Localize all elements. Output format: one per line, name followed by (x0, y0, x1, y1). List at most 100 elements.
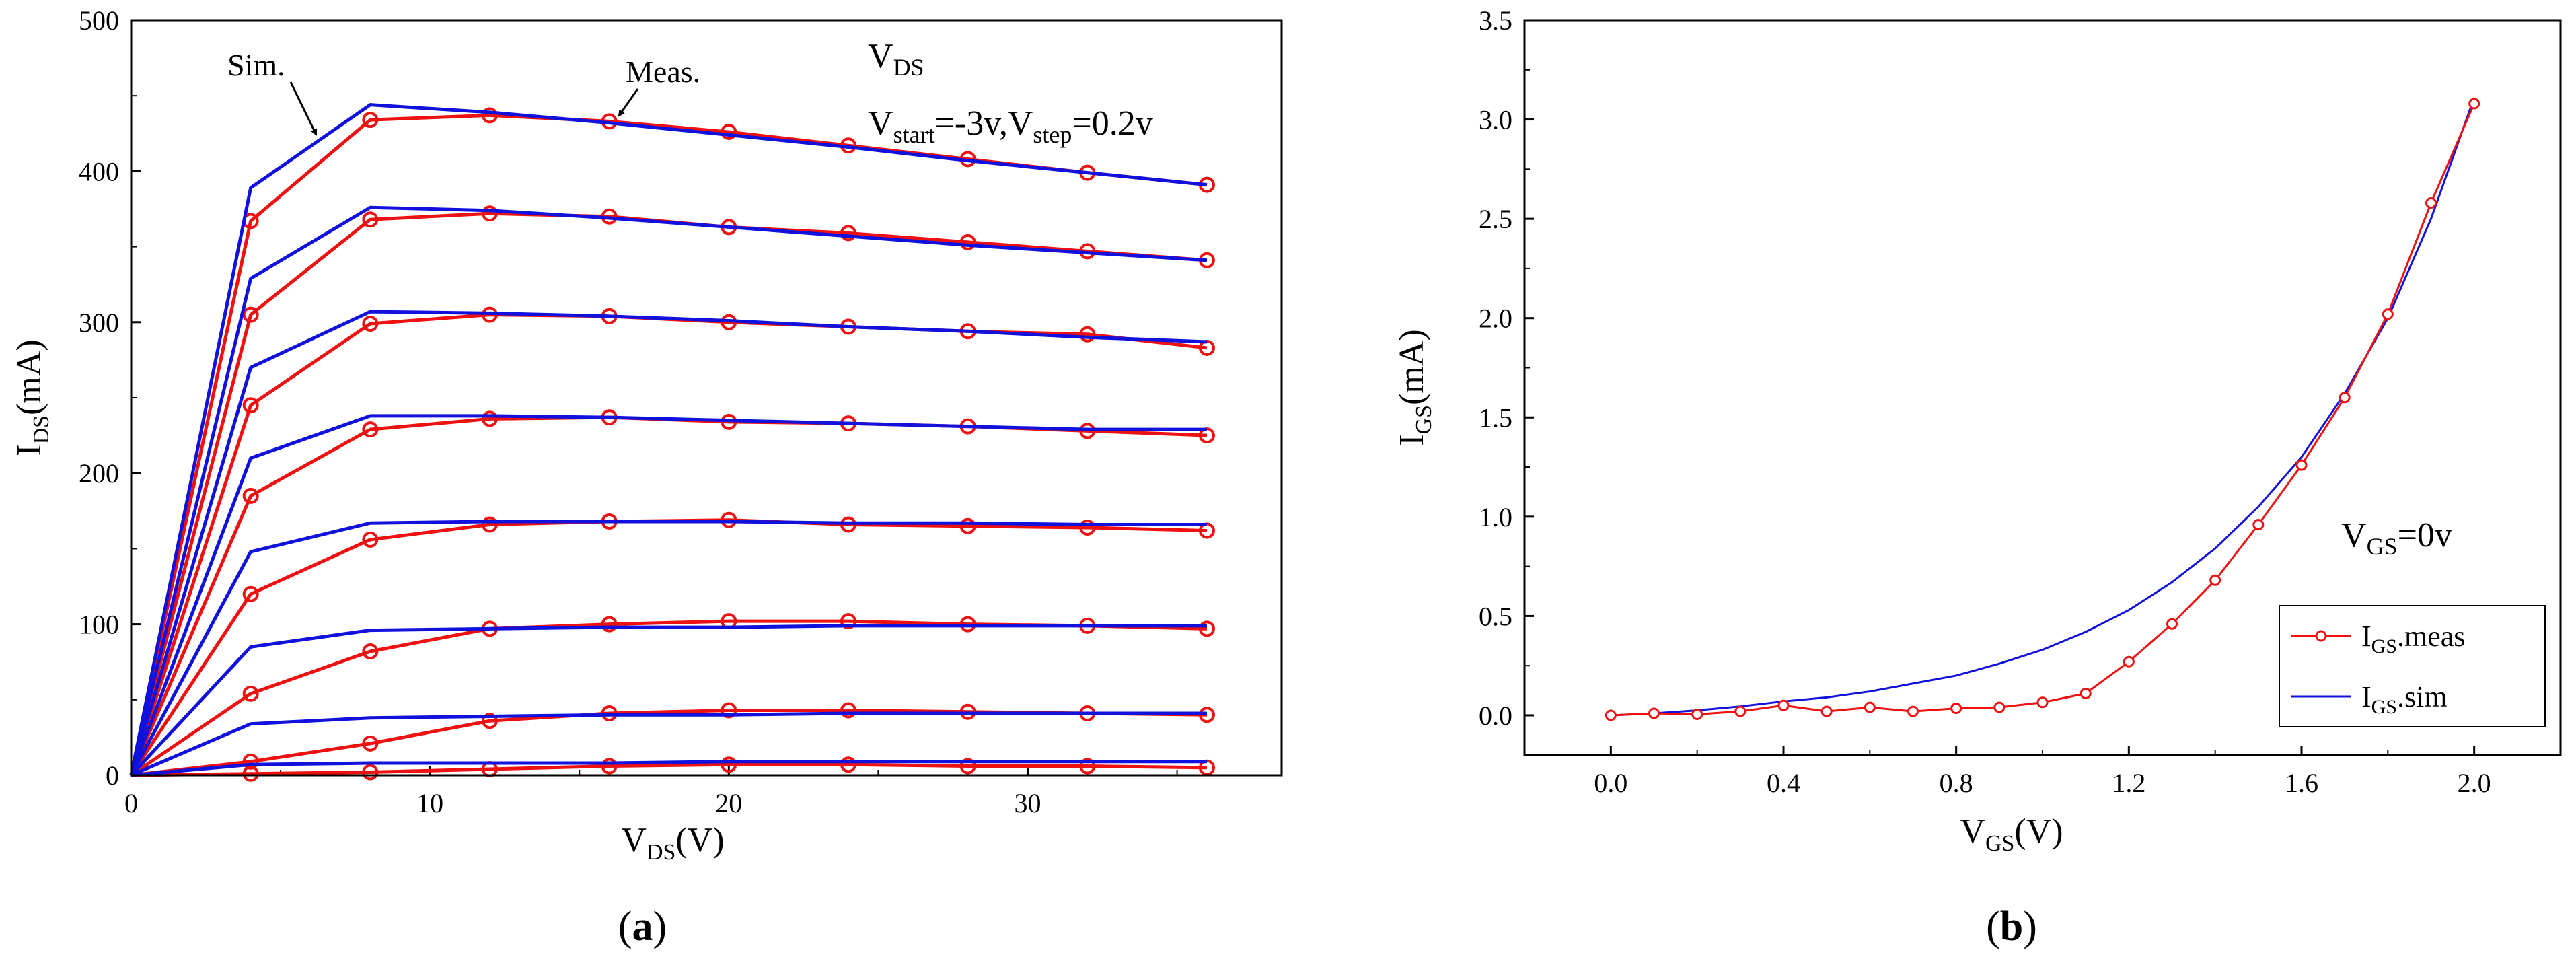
a-y-tick-label: 100 (79, 610, 119, 640)
a-y-tick-label: 500 (79, 5, 119, 36)
a-meas-point (721, 702, 737, 719)
b-y-tick-label: 1.5 (1479, 402, 1512, 433)
legend-box (2279, 605, 2546, 727)
a-meas-point (362, 316, 379, 332)
panel-b-label: (b) (1986, 904, 2037, 950)
a-meas-point (242, 397, 259, 414)
a-meas-point (481, 516, 498, 533)
b-x-tick-label: 0.4 (1767, 768, 1800, 798)
b-meas-point (2123, 655, 2135, 668)
a-meas-point (840, 756, 856, 773)
b-meas-point (1950, 703, 1962, 715)
b-meas-point (1864, 701, 1876, 713)
b-y-tick-label: 3.0 (1479, 105, 1512, 135)
panel-a-y-axis-label: IDS(mA) (10, 339, 54, 456)
a-meas-point (959, 517, 976, 534)
a-meas-point (840, 225, 856, 242)
a-series-line-meas (129, 518, 1208, 777)
a-series-line-sim (129, 520, 1207, 777)
b-meas-point (2382, 308, 2394, 320)
vds-annotation: VDS (868, 37, 924, 81)
legend-sim-label: IGS.sim (2361, 680, 2448, 718)
a-meas-point (601, 616, 618, 633)
a-series-line-meas (129, 113, 1208, 776)
b-meas-point (1820, 705, 1833, 717)
a-x-tick-label: 10 (416, 788, 443, 818)
panel-a-label: (a) (618, 904, 667, 950)
b-y-tick-label: 2.0 (1479, 303, 1512, 334)
a-meas-point (242, 306, 259, 323)
a-meas-point (242, 753, 259, 770)
a-meas-point (362, 421, 379, 438)
a-y-tick-label: 400 (79, 156, 119, 186)
a-meas-point (1079, 758, 1096, 775)
b-y-tick-label: 0.0 (1479, 701, 1512, 731)
a-x-tick-label: 20 (715, 788, 742, 818)
a-series-line-meas (131, 762, 1207, 777)
b-meas-point (1648, 707, 1660, 719)
b-y-tick-label: 2.5 (1479, 204, 1512, 234)
b-x-tick-label: 1.2 (2112, 768, 2145, 798)
a-meas-point (362, 643, 379, 659)
b-meas-point (2252, 519, 2265, 531)
meas-arrow (618, 88, 639, 117)
panel-b-legend: IGS.meas IGS.sim (2279, 605, 2546, 727)
sim-annotation: Sim. (227, 48, 285, 82)
b-x-tick-label: 0.8 (1940, 768, 1973, 798)
a-meas-point (481, 713, 498, 729)
b-meas-point (1907, 705, 1919, 717)
b-meas-point (2166, 618, 2178, 630)
a-meas-point (481, 107, 498, 124)
a-meas-point (959, 234, 976, 250)
b-meas-point (1734, 705, 1746, 717)
a-series-line-sim (129, 414, 1207, 776)
a-series-line-meas (129, 313, 1208, 776)
legend-item-sim: IGS.sim (2291, 680, 2448, 718)
a-meas-point (242, 765, 259, 782)
panel-b-y-axis-label: IGS(mA) (1393, 329, 1436, 445)
b-y-tick-label: 3.5 (1479, 5, 1512, 36)
b-meas-point (1777, 699, 1790, 711)
b-meas-point (1691, 708, 1703, 720)
a-meas-point (1079, 326, 1096, 343)
a-y-tick-label: 300 (79, 308, 119, 338)
a-meas-point (362, 764, 379, 781)
legend-meas-marker (2315, 630, 2327, 642)
b-x-tick-label: 1.6 (2285, 768, 2318, 798)
a-meas-point (362, 112, 379, 129)
a-meas-point (721, 124, 737, 141)
a-y-tick-label: 0 (106, 760, 119, 791)
b-x-tick-label: 2.0 (2458, 768, 2491, 798)
panel-b-series (1605, 97, 2480, 721)
panel-a-x-axis-label: VDS(V) (621, 821, 724, 865)
b-series-line-1 (1611, 97, 2476, 717)
a-meas-point (1198, 620, 1215, 637)
a-y-tick-label: 200 (79, 458, 119, 489)
a-meas-point (362, 531, 379, 548)
b-x-tick-label: 0.0 (1594, 768, 1627, 798)
a-meas-point (481, 410, 498, 427)
b-meas-point (2425, 197, 2437, 209)
vgs-annotation: VGS=0v (2341, 516, 2452, 560)
meas-annotation: Meas. (626, 55, 700, 89)
a-series-line-sim (130, 624, 1207, 777)
a-x-tick-label: 30 (1014, 788, 1041, 818)
a-x-tick-label: 0 (124, 788, 138, 818)
a-meas-point (1079, 519, 1096, 536)
a-meas-point (481, 205, 498, 222)
a-meas-point (362, 735, 379, 752)
a-series-line-meas (130, 619, 1208, 777)
b-meas-point (1605, 709, 1617, 721)
a-series-line-sim (131, 760, 1207, 777)
a-meas-point (840, 702, 856, 719)
a-series-line-sim (131, 711, 1207, 777)
a-meas-point (721, 756, 737, 773)
sim-arrow (289, 81, 318, 136)
a-meas-point (362, 211, 379, 228)
a-meas-point (840, 613, 856, 630)
a-meas-point (242, 487, 259, 504)
legend-meas-label: IGS.meas (2361, 620, 2465, 657)
panel-a-series (129, 103, 1215, 782)
